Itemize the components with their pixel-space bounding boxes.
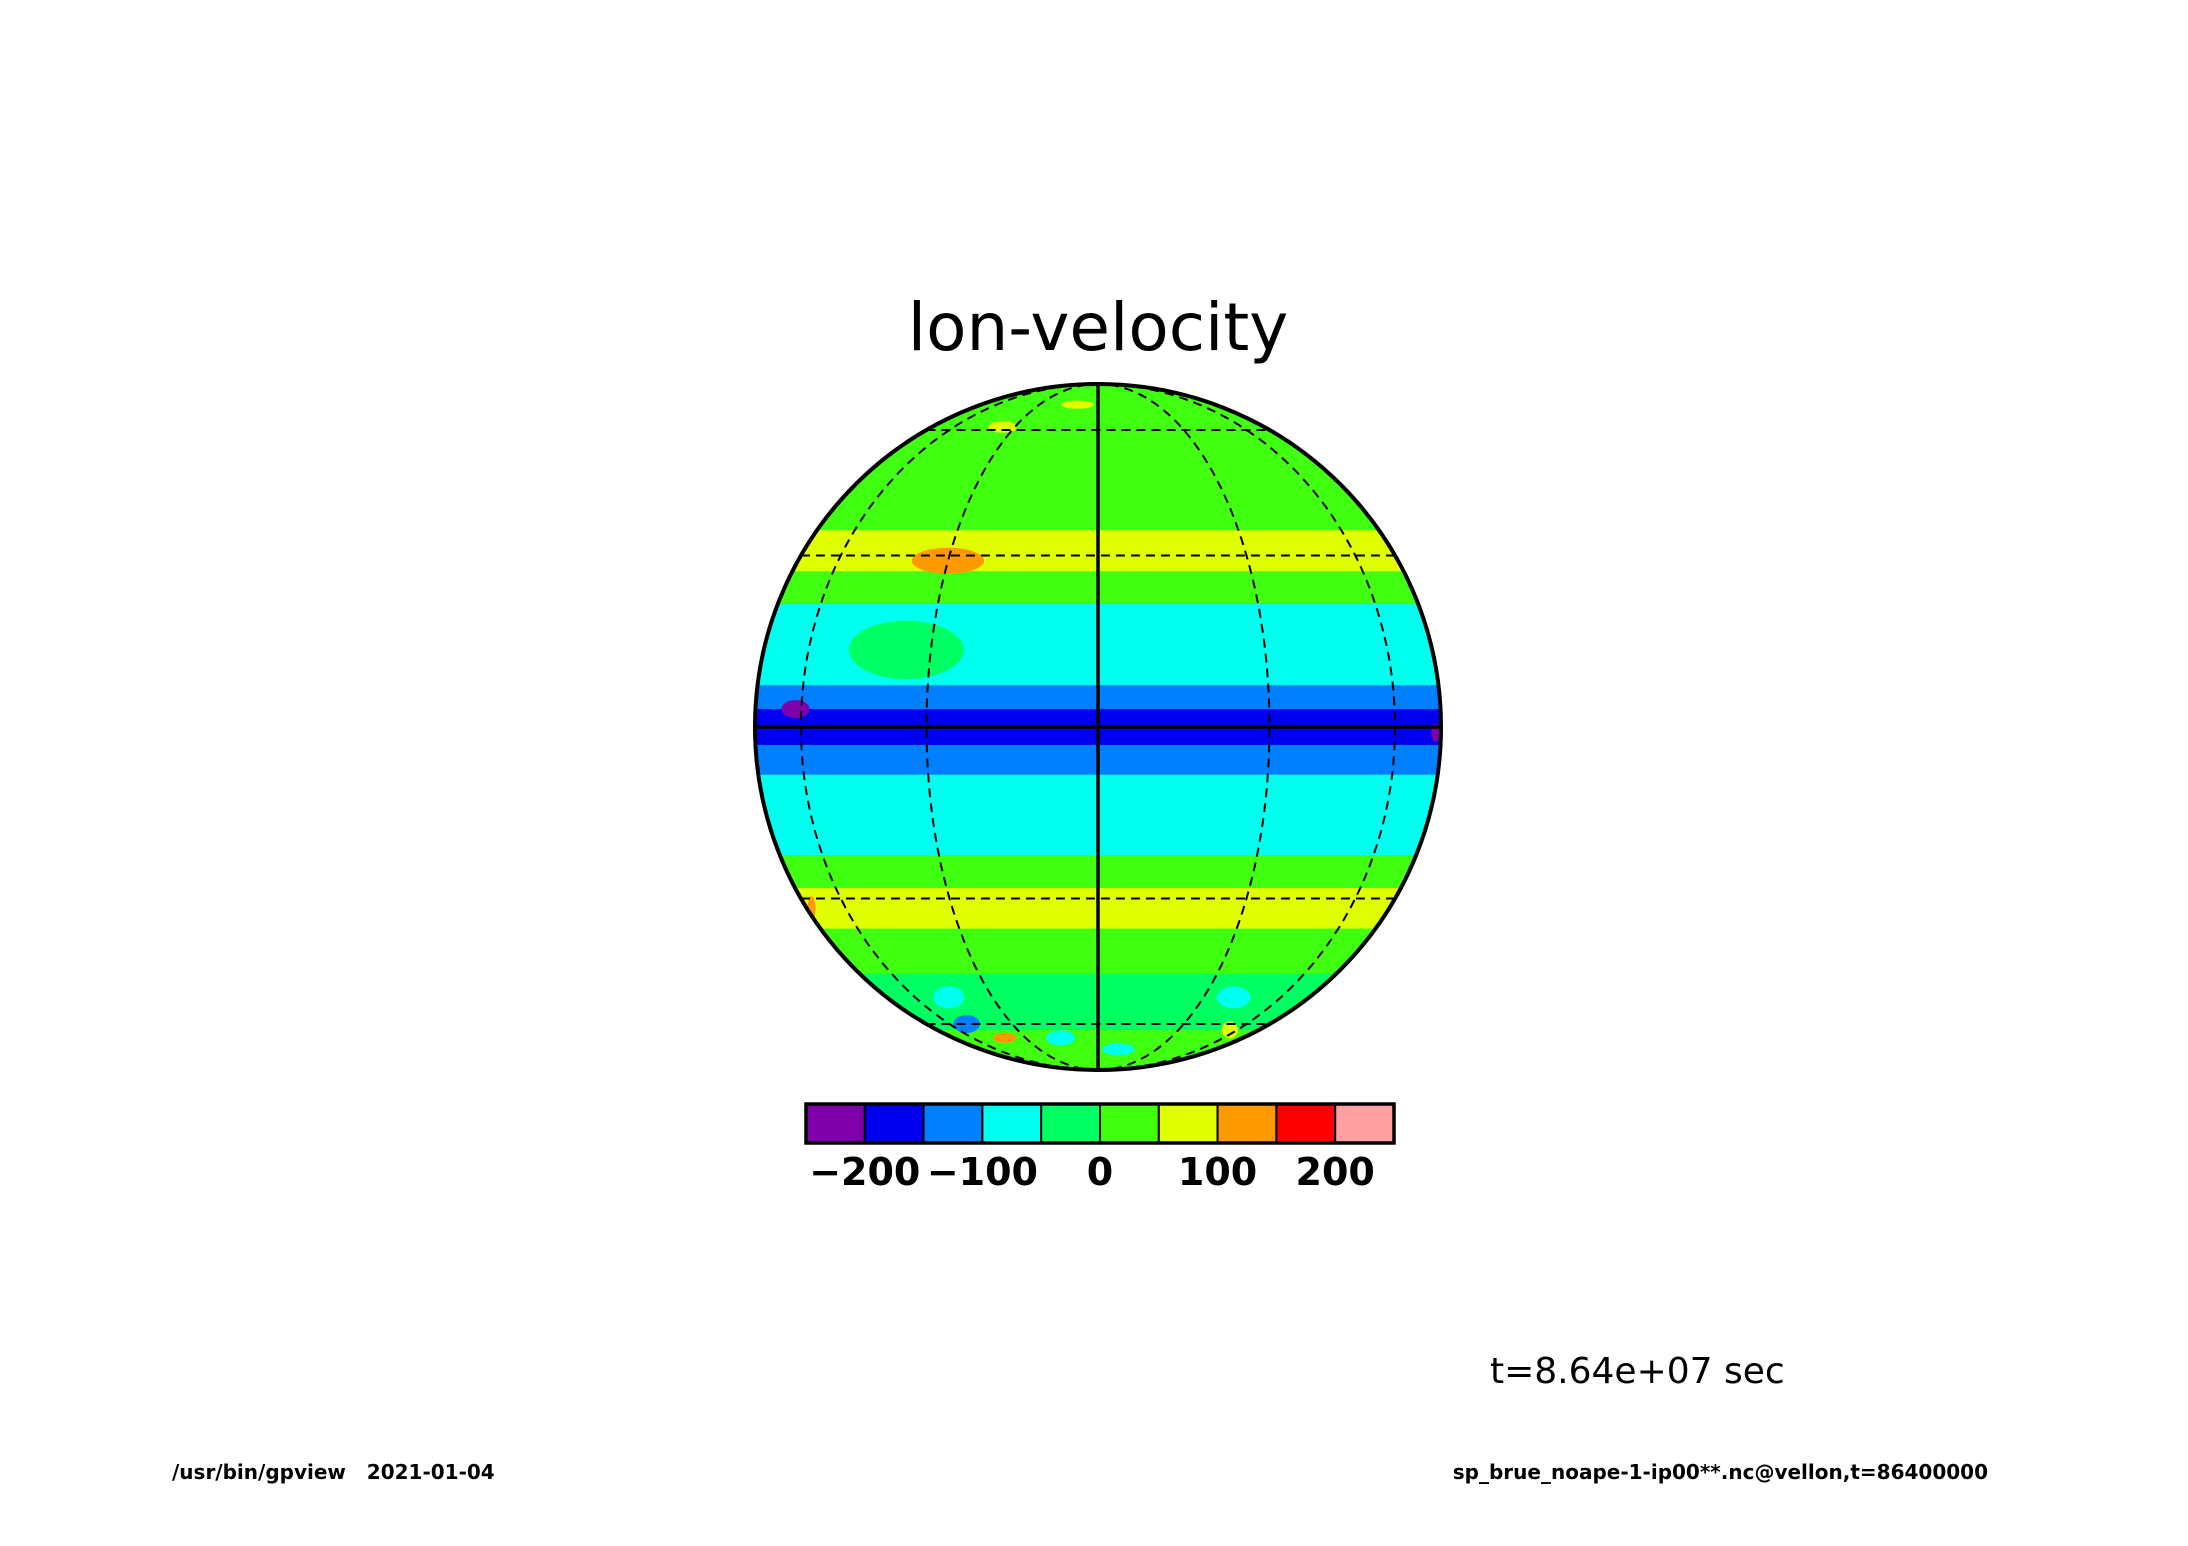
colorbar-swatch-8 [1275, 1103, 1337, 1144]
feature-10 [1102, 1043, 1135, 1056]
footer-left: /usr/bin/gpview 2021-01-04 [172, 1460, 495, 1484]
colorbar-tick-label: −200 [809, 1150, 920, 1194]
time-label: t=8.64e+07 sec [1490, 1351, 1785, 1392]
colorbar-tick-label: 0 [1087, 1150, 1113, 1194]
colorbar-swatch-3 [981, 1103, 1043, 1144]
colorbar-frame [804, 1102, 1396, 1145]
colorbar-swatch-4 [1040, 1103, 1101, 1144]
colorbar: −200 −100 0 100 200 [804, 1102, 1396, 1194]
feature-9 [1221, 1021, 1238, 1039]
colorbar-swatch-2 [922, 1103, 984, 1144]
globe-outline [753, 382, 1443, 1072]
feature-3 [953, 1015, 981, 1034]
footer-right: sp_brue_noape-1-ip00**.nc@vellon,t=86400… [1453, 1460, 1988, 1484]
equator-and-central-meridian [755, 384, 1441, 1070]
chart-title: lon-velocity [908, 289, 1289, 366]
feature-7 [988, 421, 1017, 433]
colorbar-swatch-7 [1216, 1103, 1278, 1144]
feature-5 [1045, 1030, 1076, 1046]
feature-11 [848, 620, 964, 680]
colorbar-swatch-6 [1157, 1103, 1219, 1144]
colorbar-swatch-1 [863, 1103, 925, 1144]
colorbar-swatch-9 [1334, 1103, 1395, 1144]
feature-0 [911, 547, 985, 574]
colorbar-swatch-0 [805, 1103, 866, 1144]
colorbar-tick-label: 100 [1178, 1150, 1257, 1194]
colorbar-tick-label: 200 [1296, 1150, 1375, 1194]
feature-12 [933, 986, 965, 1009]
feature-13 [781, 700, 810, 719]
feature-4 [993, 1032, 1017, 1043]
colorbar-swatch-5 [1099, 1103, 1160, 1144]
colorbar-tick-label: −100 [927, 1150, 1038, 1194]
feature-8 [1216, 986, 1251, 1009]
globe [753, 382, 1443, 1072]
feature-6 [1061, 400, 1094, 409]
